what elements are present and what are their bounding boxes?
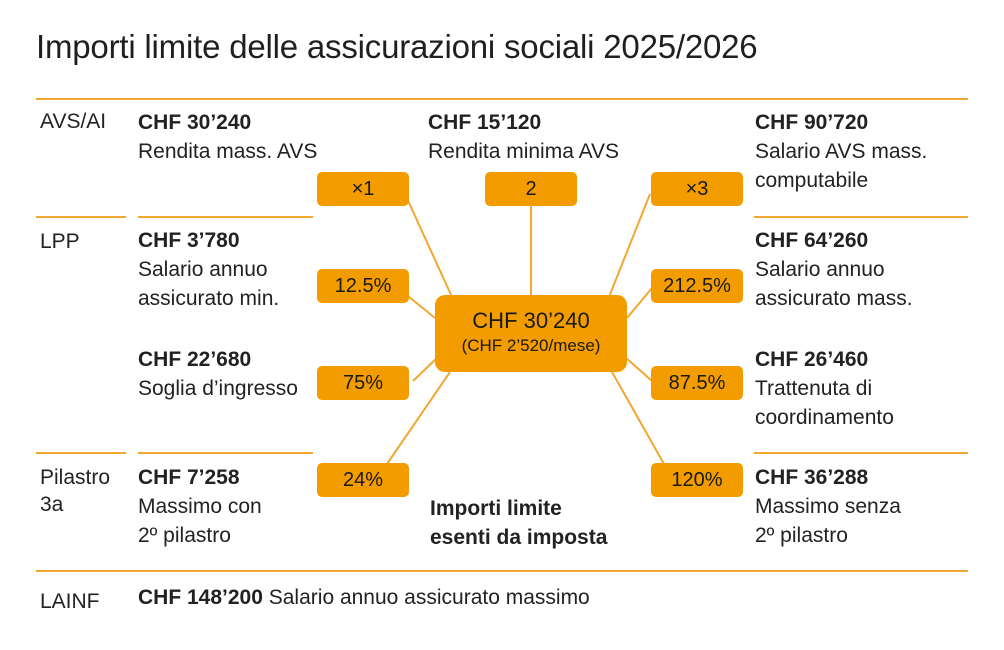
connector-lpp-coord bbox=[624, 356, 653, 382]
divider-lpp-mid bbox=[138, 216, 313, 218]
item-lpp-max: CHF 64’260 Salario annuo assicurato mass… bbox=[755, 226, 913, 313]
center-value: CHF 30’240 bbox=[472, 308, 590, 333]
item-label-2: 2º pilastro bbox=[138, 524, 231, 547]
category-pilastro-line1: Pilastro bbox=[40, 466, 111, 489]
center-subvalue: (CHF 2’520/mese) bbox=[461, 336, 601, 355]
item-label: Salario annuo bbox=[138, 258, 268, 281]
divider-lpp-left bbox=[36, 216, 126, 218]
item-amount: CHF 3’780 bbox=[138, 229, 240, 252]
item-amount: CHF 90’720 bbox=[755, 111, 869, 134]
item-amount: CHF 15’120 bbox=[428, 111, 542, 134]
item-label-2: 2º pilastro bbox=[755, 524, 848, 547]
item-lpp-min: CHF 3’780 Salario annuo assicurato min. bbox=[138, 226, 279, 313]
lainf-label: Salario annuo assicurato massimo bbox=[268, 586, 590, 609]
connector-lpp-max bbox=[626, 287, 653, 319]
item-lpp-coord: CHF 26’460 Trattenuta di coordinamento bbox=[755, 345, 894, 432]
item-amount: CHF 26’460 bbox=[755, 348, 869, 371]
divider-lpp-right bbox=[754, 216, 968, 218]
item-label: Massimo con bbox=[138, 495, 262, 518]
item-label-2: coordinamento bbox=[755, 406, 894, 429]
item-avs-salary: CHF 90’720 Salario AVS mass. computabile bbox=[755, 108, 927, 195]
category-avs: AVS/AI bbox=[40, 110, 107, 133]
badge-lpp-entry-factor: 75% bbox=[317, 366, 409, 400]
item-amount: CHF 36’288 bbox=[755, 466, 869, 489]
divider-lainf bbox=[36, 570, 968, 572]
connector-avs-max bbox=[404, 193, 453, 298]
page-title: Importi limite delle assicurazioni socia… bbox=[36, 28, 758, 65]
center-caption-line2: esenti da imposta bbox=[430, 526, 608, 549]
item-amount: CHF 7’258 bbox=[138, 466, 240, 489]
badge-avs-salary-factor: ×3 bbox=[651, 172, 743, 206]
connector-p3a-without bbox=[611, 371, 665, 465]
item-label: Rendita minima AVS bbox=[428, 140, 620, 163]
item-label: Trattenuta di bbox=[755, 377, 873, 400]
category-lpp: LPP bbox=[40, 230, 80, 253]
item-amount: CHF 30’240 bbox=[138, 111, 252, 134]
item-avs-min: CHF 15’120 Rendita minima AVS bbox=[428, 108, 619, 166]
center-caption-line1: Importi limite bbox=[430, 497, 562, 520]
item-avs-max: CHF 30’240 Rendita mass. AVS bbox=[138, 108, 317, 166]
badge-lpp-max-factor: 212.5% bbox=[651, 269, 743, 303]
item-p3a-without: CHF 36’288 Massimo senza 2º pilastro bbox=[755, 463, 901, 550]
badge-avs-min-factor: 2 bbox=[485, 172, 577, 206]
divider-3a-right bbox=[754, 452, 968, 454]
lainf-item: CHF 148’200 Salario annuo assicurato mas… bbox=[138, 586, 590, 610]
divider-top bbox=[36, 98, 968, 100]
item-p3a-with: CHF 7’258 Massimo con 2º pilastro bbox=[138, 463, 262, 550]
center-node: CHF 30’240 (CHF 2’520/mese) bbox=[435, 295, 627, 372]
badge-lpp-coord-factor: 87.5% bbox=[651, 366, 743, 400]
item-amount: CHF 22’680 bbox=[138, 348, 252, 371]
item-label: Soglia d’ingresso bbox=[138, 377, 298, 400]
connector-avs-salary bbox=[608, 193, 651, 298]
item-label: Salario AVS mass. bbox=[755, 140, 928, 163]
badge-p3a-with-factor: 24% bbox=[317, 463, 409, 497]
badge-avs-max-factor: ×1 bbox=[317, 172, 409, 206]
category-pilastro-line2: 3a bbox=[40, 493, 64, 516]
lainf-amount: CHF 148’200 bbox=[138, 586, 263, 609]
item-label: Salario annuo bbox=[755, 258, 885, 281]
divider-3a-mid bbox=[138, 452, 313, 454]
item-label: Rendita mass. AVS bbox=[138, 140, 318, 163]
item-label-2: assicurato min. bbox=[138, 287, 280, 310]
item-label-2: assicurato mass. bbox=[755, 287, 913, 310]
category-lainf: LAINF bbox=[40, 590, 100, 613]
divider-3a-left bbox=[36, 452, 126, 454]
badge-p3a-without-factor: 120% bbox=[651, 463, 743, 497]
badge-lpp-min-factor: 12.5% bbox=[317, 269, 409, 303]
item-lpp-entry: CHF 22’680 Soglia d’ingresso bbox=[138, 345, 298, 403]
item-label-2: computabile bbox=[755, 169, 869, 192]
item-amount: CHF 64’260 bbox=[755, 229, 869, 252]
item-label: Massimo senza bbox=[755, 495, 901, 518]
connector-lpp-entry bbox=[412, 356, 439, 382]
center-caption: Importi limite esenti da imposta bbox=[430, 494, 607, 552]
connector-p3a-with bbox=[386, 371, 451, 465]
category-pilastro-3a: Pilastro 3a bbox=[40, 464, 110, 518]
